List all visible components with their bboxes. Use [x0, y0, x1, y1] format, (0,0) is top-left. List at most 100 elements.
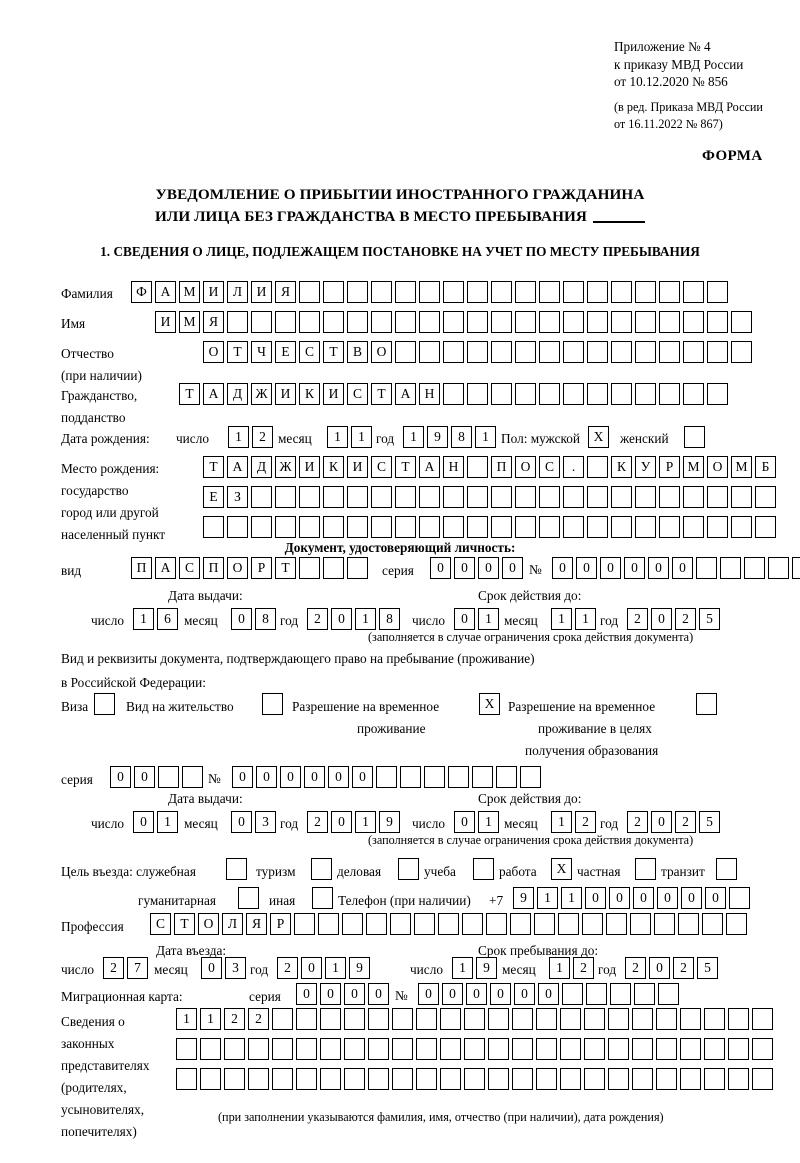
cell[interactable]: Н — [443, 456, 464, 478]
cell[interactable] — [608, 1038, 629, 1060]
cell[interactable] — [755, 516, 776, 538]
cell[interactable] — [376, 766, 397, 788]
cell[interactable] — [608, 1008, 629, 1030]
cell[interactable]: 3 — [255, 811, 276, 833]
cell[interactable]: О — [371, 341, 392, 363]
cell[interactable]: 0 — [232, 766, 253, 788]
cell[interactable]: 2 — [675, 608, 696, 630]
cell[interactable]: Д — [227, 383, 248, 405]
cell[interactable]: 0 — [705, 887, 726, 909]
cell[interactable] — [392, 1008, 413, 1030]
cell[interactable] — [472, 766, 493, 788]
cell[interactable] — [563, 281, 584, 303]
cell[interactable]: X — [588, 426, 609, 448]
cell[interactable] — [440, 1038, 461, 1060]
cell[interactable] — [520, 766, 541, 788]
sex-female-checkbox[interactable] — [684, 426, 708, 448]
cell[interactable]: К — [611, 456, 632, 478]
cell[interactable] — [515, 281, 536, 303]
cell[interactable]: Ч — [251, 341, 272, 363]
cell[interactable] — [443, 281, 464, 303]
cell[interactable] — [731, 486, 752, 508]
cell[interactable]: 0 — [352, 766, 373, 788]
cell[interactable]: X — [551, 858, 572, 880]
cell[interactable] — [704, 1068, 725, 1090]
cell[interactable] — [488, 1038, 509, 1060]
cell[interactable]: 2 — [627, 608, 648, 630]
cell[interactable] — [512, 1038, 533, 1060]
cell[interactable] — [323, 486, 344, 508]
cell[interactable] — [656, 1038, 677, 1060]
cell[interactable] — [702, 913, 723, 935]
cell[interactable] — [371, 486, 392, 508]
cell[interactable] — [680, 1068, 701, 1090]
cell[interactable]: 2 — [307, 608, 328, 630]
cell[interactable] — [323, 311, 344, 333]
cell[interactable] — [659, 383, 680, 405]
cell[interactable] — [395, 311, 416, 333]
cell[interactable] — [323, 516, 344, 538]
cell[interactable] — [755, 486, 776, 508]
cell[interactable] — [416, 1038, 437, 1060]
cell[interactable] — [654, 913, 675, 935]
cell[interactable]: А — [419, 456, 440, 478]
cell[interactable] — [515, 486, 536, 508]
cell[interactable] — [416, 1068, 437, 1090]
cell[interactable]: Т — [371, 383, 392, 405]
cell[interactable] — [560, 1068, 581, 1090]
cell[interactable] — [704, 1038, 725, 1060]
cell[interactable]: 0 — [478, 557, 499, 579]
cell[interactable] — [462, 913, 483, 935]
cell[interactable] — [299, 516, 320, 538]
cell[interactable]: 0 — [110, 766, 131, 788]
cell[interactable] — [311, 858, 332, 880]
temp-residence-edu-checkbox[interactable] — [696, 693, 720, 715]
cell[interactable]: 2 — [573, 957, 594, 979]
cell[interactable]: 1 — [575, 608, 596, 630]
cell[interactable]: О — [203, 341, 224, 363]
cell[interactable]: 5 — [699, 811, 720, 833]
cell[interactable] — [683, 516, 704, 538]
cell[interactable] — [299, 311, 320, 333]
cell[interactable]: 0 — [296, 983, 317, 1005]
cell[interactable] — [395, 341, 416, 363]
cell[interactable] — [272, 1068, 293, 1090]
cell[interactable]: Ж — [251, 383, 272, 405]
cell[interactable] — [275, 311, 296, 333]
cell[interactable]: 0 — [430, 557, 451, 579]
cell[interactable]: Е — [203, 486, 224, 508]
cell[interactable] — [584, 1038, 605, 1060]
cell[interactable] — [586, 983, 607, 1005]
cell[interactable]: И — [347, 456, 368, 478]
cell[interactable] — [94, 693, 115, 715]
cell[interactable]: 0 — [681, 887, 702, 909]
cell[interactable] — [587, 486, 608, 508]
cell[interactable] — [200, 1038, 221, 1060]
cell[interactable] — [659, 311, 680, 333]
cell[interactable] — [248, 1068, 269, 1090]
cell[interactable] — [467, 383, 488, 405]
cell[interactable] — [226, 858, 247, 880]
cell[interactable] — [659, 486, 680, 508]
cell[interactable] — [467, 486, 488, 508]
cell[interactable] — [320, 1008, 341, 1030]
cell[interactable] — [683, 486, 704, 508]
cell[interactable] — [344, 1068, 365, 1090]
cell[interactable] — [344, 1038, 365, 1060]
cell[interactable] — [491, 486, 512, 508]
cell[interactable] — [272, 1038, 293, 1060]
cell[interactable]: Т — [323, 341, 344, 363]
cell[interactable] — [659, 341, 680, 363]
cell[interactable]: 0 — [133, 811, 154, 833]
